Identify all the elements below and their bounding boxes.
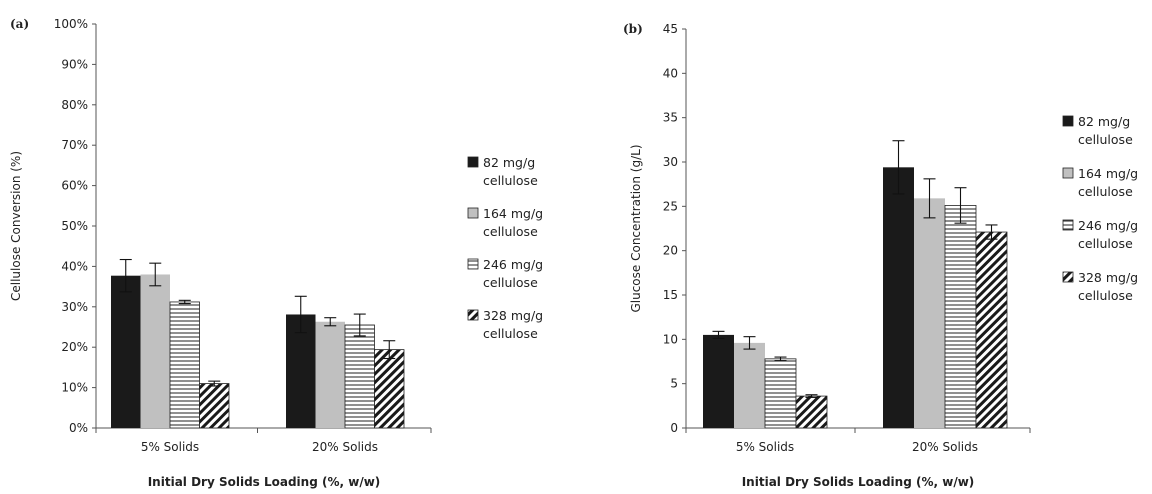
bar xyxy=(111,275,141,428)
y-tick-label: 100% xyxy=(54,17,88,31)
legend-label: cellulose xyxy=(1078,288,1133,303)
legend-swatch xyxy=(467,156,479,168)
legend-label: 164 mg/g xyxy=(483,206,543,221)
y-tick-label: 80% xyxy=(61,98,88,112)
bar xyxy=(199,383,230,429)
x-axis-title: Initial Dry Solids Loading (%, w/w) xyxy=(148,475,381,489)
y-tick-label: 40% xyxy=(61,259,88,273)
legend-label: 82 mg/g xyxy=(1078,114,1130,129)
y-tick-label: 30 xyxy=(663,155,678,169)
legend-label: cellulose xyxy=(1078,132,1133,147)
legend-swatch xyxy=(467,207,479,219)
y-tick-label: 50% xyxy=(61,219,88,233)
bar xyxy=(914,198,945,428)
legend-label: 328 mg/g xyxy=(483,308,543,323)
bar xyxy=(975,231,1008,429)
legend-label: cellulose xyxy=(483,326,538,341)
bar xyxy=(944,205,977,429)
legend-label: cellulose xyxy=(1078,236,1133,251)
legend-label: 82 mg/g xyxy=(483,155,535,170)
panel-label: (a) xyxy=(10,17,29,31)
legend-label: cellulose xyxy=(483,173,538,188)
bar xyxy=(315,321,345,428)
legend-label: 328 mg/g xyxy=(1078,270,1138,285)
legend-label: 164 mg/g xyxy=(1078,166,1138,181)
y-tick-label: 0 xyxy=(670,421,678,435)
y-tick-label: 10% xyxy=(61,381,88,395)
y-tick-label: 10 xyxy=(663,332,678,346)
legend-swatch xyxy=(1062,219,1074,231)
bar xyxy=(286,314,316,428)
bar xyxy=(140,274,170,428)
chart-panel-a: (a) 0% 10% 20% 30% 40% 50% 60% 70% 80% 90% 100% 5% S… xyxy=(9,17,543,489)
chart-panel-b: (b) 0 5 10 15 20 25 30 35 40 45 5% Solids 20% Solids… xyxy=(623,22,1138,489)
legend-label: cellulose xyxy=(483,275,538,290)
y-tick-label: 35 xyxy=(663,111,678,125)
legend: 82 mg/g cellulose 164 mg/g cellulose 246 mg/… xyxy=(467,155,543,341)
y-axis-title: Glucose Concentration (g/L) xyxy=(629,144,643,312)
bar xyxy=(703,334,734,428)
bar xyxy=(344,324,375,429)
legend-label: cellulose xyxy=(483,224,538,239)
x-tick-label: 20% Solids xyxy=(912,440,978,454)
bar xyxy=(169,301,200,429)
y-tick-label: 20% xyxy=(61,340,88,354)
legend-label: 246 mg/g xyxy=(1078,218,1138,233)
bar xyxy=(374,349,405,429)
legend-label: cellulose xyxy=(1078,184,1133,199)
y-tick-label: 0% xyxy=(69,421,88,435)
y-tick-label: 45 xyxy=(663,22,678,36)
y-tick-label: 5 xyxy=(670,377,678,391)
y-tick-label: 25 xyxy=(663,199,678,213)
panel-label: (b) xyxy=(623,22,643,36)
legend-swatch xyxy=(467,258,479,270)
legend-swatch xyxy=(1062,271,1074,283)
y-tick-label: 70% xyxy=(61,138,88,152)
y-tick-label: 30% xyxy=(61,300,88,314)
bar xyxy=(883,167,914,428)
bar xyxy=(734,342,765,428)
legend-swatch xyxy=(1062,167,1074,179)
bar xyxy=(764,358,797,429)
y-tick-label: 60% xyxy=(61,179,88,193)
x-tick-label: 20% Solids xyxy=(312,440,378,454)
legend-swatch xyxy=(467,309,479,321)
legend-label: 246 mg/g xyxy=(483,257,543,272)
x-tick-label: 5% Solids xyxy=(141,440,199,454)
y-tick-label: 15 xyxy=(663,288,678,302)
legend: 82 mg/g cellulose 164 mg/g cellulose 246 mg/… xyxy=(1062,114,1138,303)
y-axis-title: Cellulose Conversion (%) xyxy=(9,151,23,301)
y-tick-label: 40 xyxy=(663,66,678,80)
y-tick-label: 90% xyxy=(61,57,88,71)
x-tick-label: 5% Solids xyxy=(736,440,794,454)
legend-swatch xyxy=(1062,115,1074,127)
y-tick-label: 20 xyxy=(663,244,678,258)
bar xyxy=(795,395,828,429)
x-axis-title: Initial Dry Solids Loading (%, w/w) xyxy=(742,475,975,489)
